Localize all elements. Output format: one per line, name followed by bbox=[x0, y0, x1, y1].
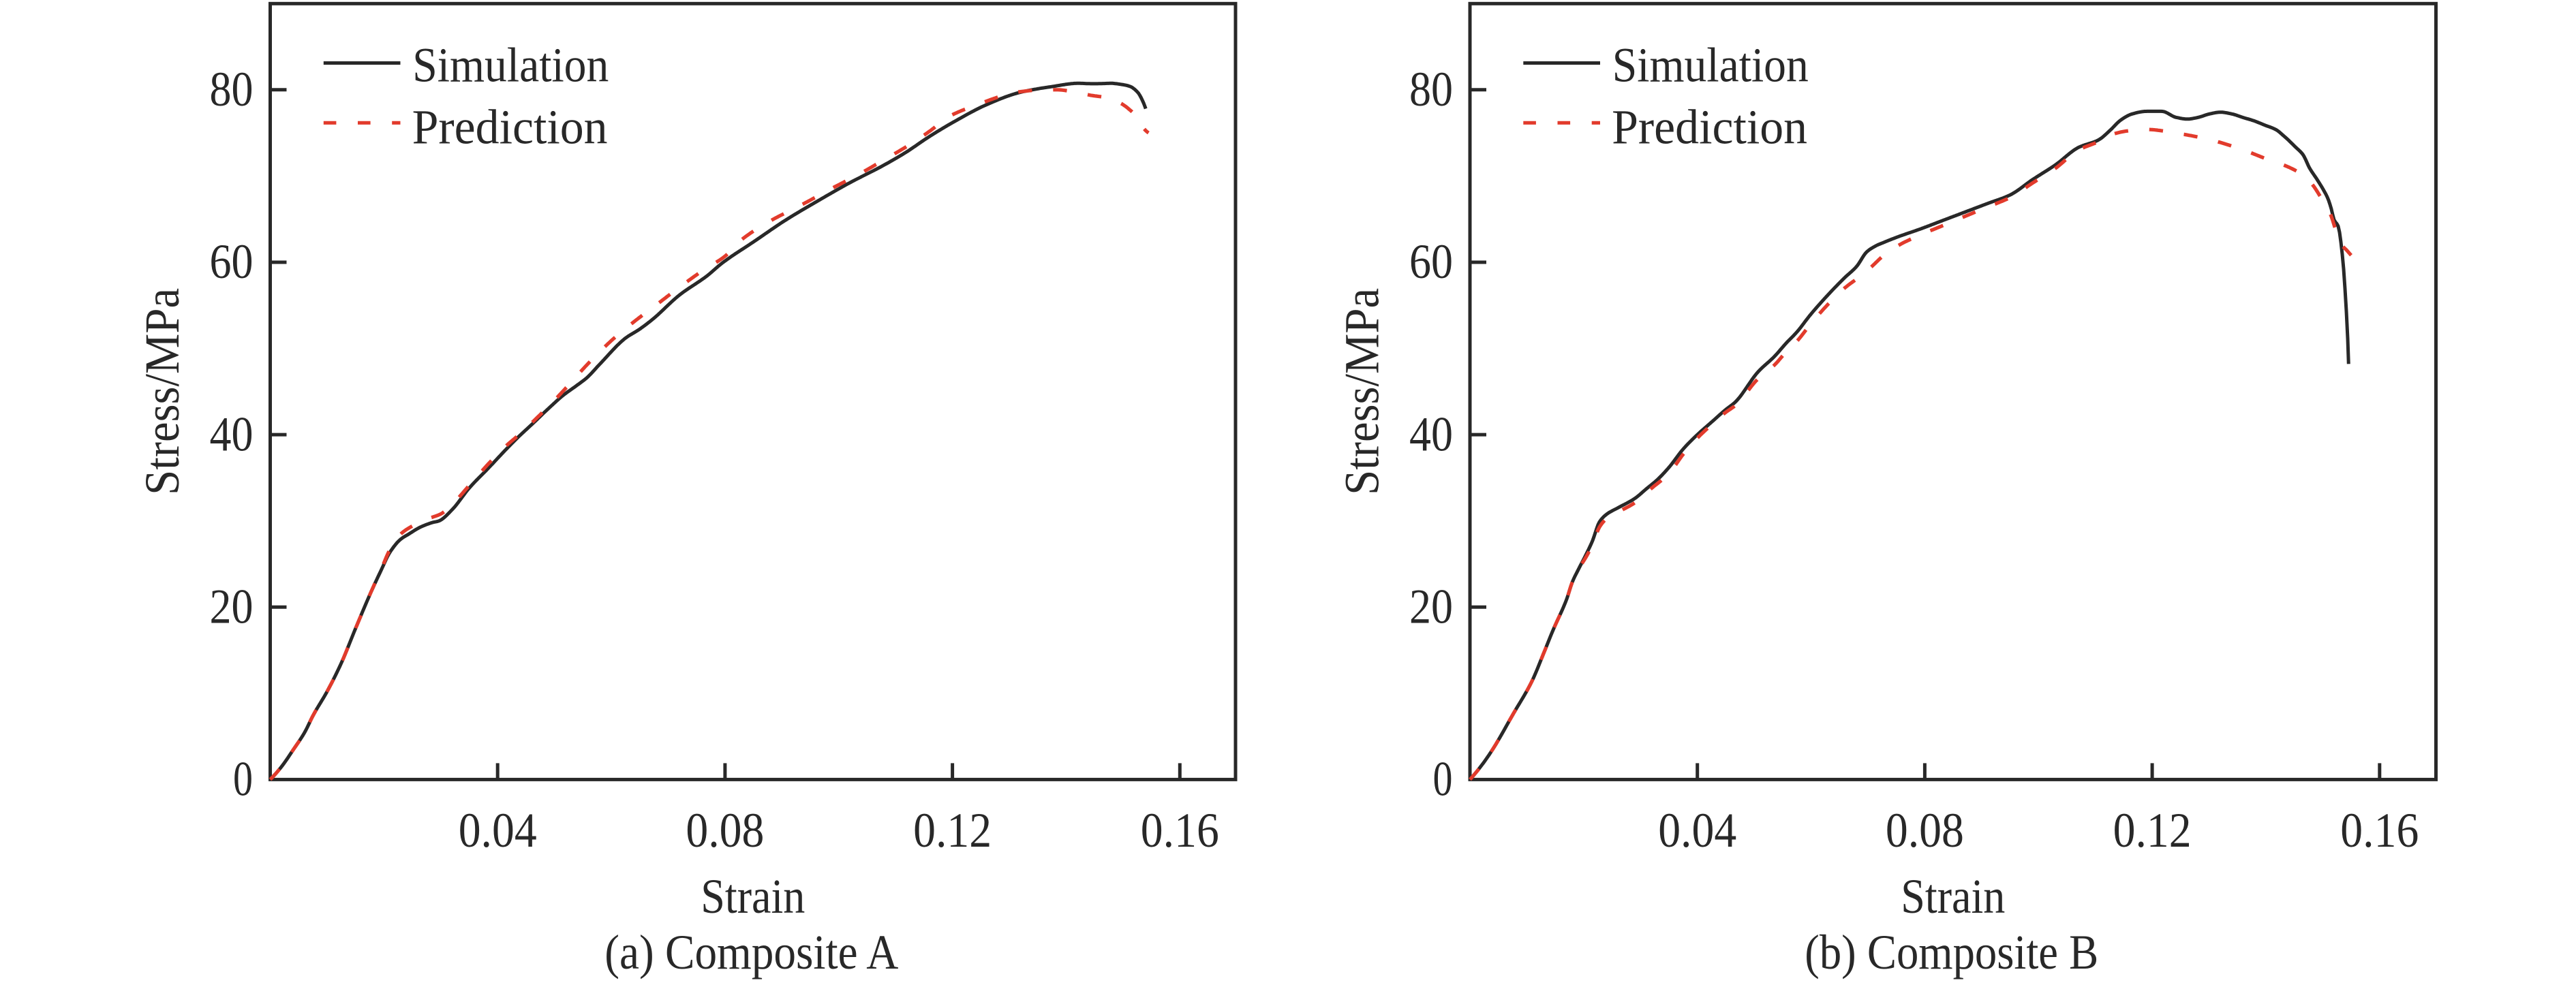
svg-text:Strain: Strain bbox=[1901, 869, 2005, 924]
svg-text:0.08: 0.08 bbox=[686, 803, 764, 858]
svg-text:0.04: 0.04 bbox=[459, 803, 537, 858]
svg-text:40: 40 bbox=[210, 407, 254, 461]
svg-text:80: 80 bbox=[1409, 62, 1453, 116]
svg-text:0.12: 0.12 bbox=[2113, 803, 2192, 858]
svg-text:Strain: Strain bbox=[701, 869, 805, 924]
svg-text:Prediction: Prediction bbox=[412, 100, 608, 155]
svg-text:0.16: 0.16 bbox=[2340, 803, 2419, 858]
svg-text:0: 0 bbox=[233, 752, 253, 806]
svg-text:(a) Composite A: (a) Composite A bbox=[604, 925, 898, 980]
svg-text:Simulation: Simulation bbox=[1612, 37, 1809, 92]
svg-text:0.04: 0.04 bbox=[1658, 803, 1736, 858]
svg-text:Simulation: Simulation bbox=[412, 37, 609, 92]
svg-text:Stress/MPa: Stress/MPa bbox=[135, 288, 189, 495]
svg-text:80: 80 bbox=[210, 62, 254, 116]
svg-text:0.16: 0.16 bbox=[1141, 803, 1219, 858]
svg-text:40: 40 bbox=[1409, 407, 1453, 461]
svg-text:20: 20 bbox=[1409, 580, 1453, 634]
svg-text:20: 20 bbox=[210, 580, 254, 634]
svg-text:Prediction: Prediction bbox=[1612, 100, 1807, 155]
svg-text:0: 0 bbox=[1433, 752, 1453, 806]
svg-text:60: 60 bbox=[210, 234, 254, 289]
svg-text:0.12: 0.12 bbox=[913, 803, 992, 858]
svg-text:(b) Composite B: (b) Composite B bbox=[1805, 925, 2098, 980]
svg-text:Stress/MPa: Stress/MPa bbox=[1335, 288, 1390, 495]
svg-text:60: 60 bbox=[1409, 234, 1453, 289]
svg-text:0.08: 0.08 bbox=[1886, 803, 1964, 858]
